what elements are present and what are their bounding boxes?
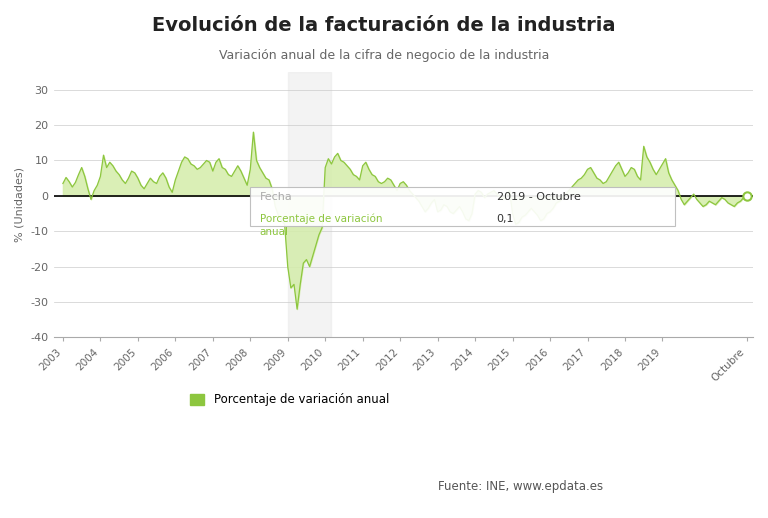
Y-axis label: % (Unidades): % (Unidades): [15, 167, 25, 242]
FancyBboxPatch shape: [250, 187, 675, 226]
Text: Variación anual de la cifra de negocio de la industria: Variación anual de la cifra de negocio d…: [219, 49, 549, 62]
Text: 0,1: 0,1: [497, 213, 514, 224]
Bar: [288, 72, 332, 337]
Text: Porcentaje de variación
anual: Porcentaje de variación anual: [260, 213, 382, 237]
Text: 2019 - Octubre: 2019 - Octubre: [497, 192, 581, 203]
Legend: Porcentaje de variación anual: Porcentaje de variación anual: [185, 388, 394, 411]
Text: Fuente: INE, www.epdata.es: Fuente: INE, www.epdata.es: [438, 480, 603, 493]
Text: Fecha: Fecha: [260, 192, 293, 203]
Text: Evolución de la facturación de la industria: Evolución de la facturación de la indust…: [152, 16, 616, 35]
